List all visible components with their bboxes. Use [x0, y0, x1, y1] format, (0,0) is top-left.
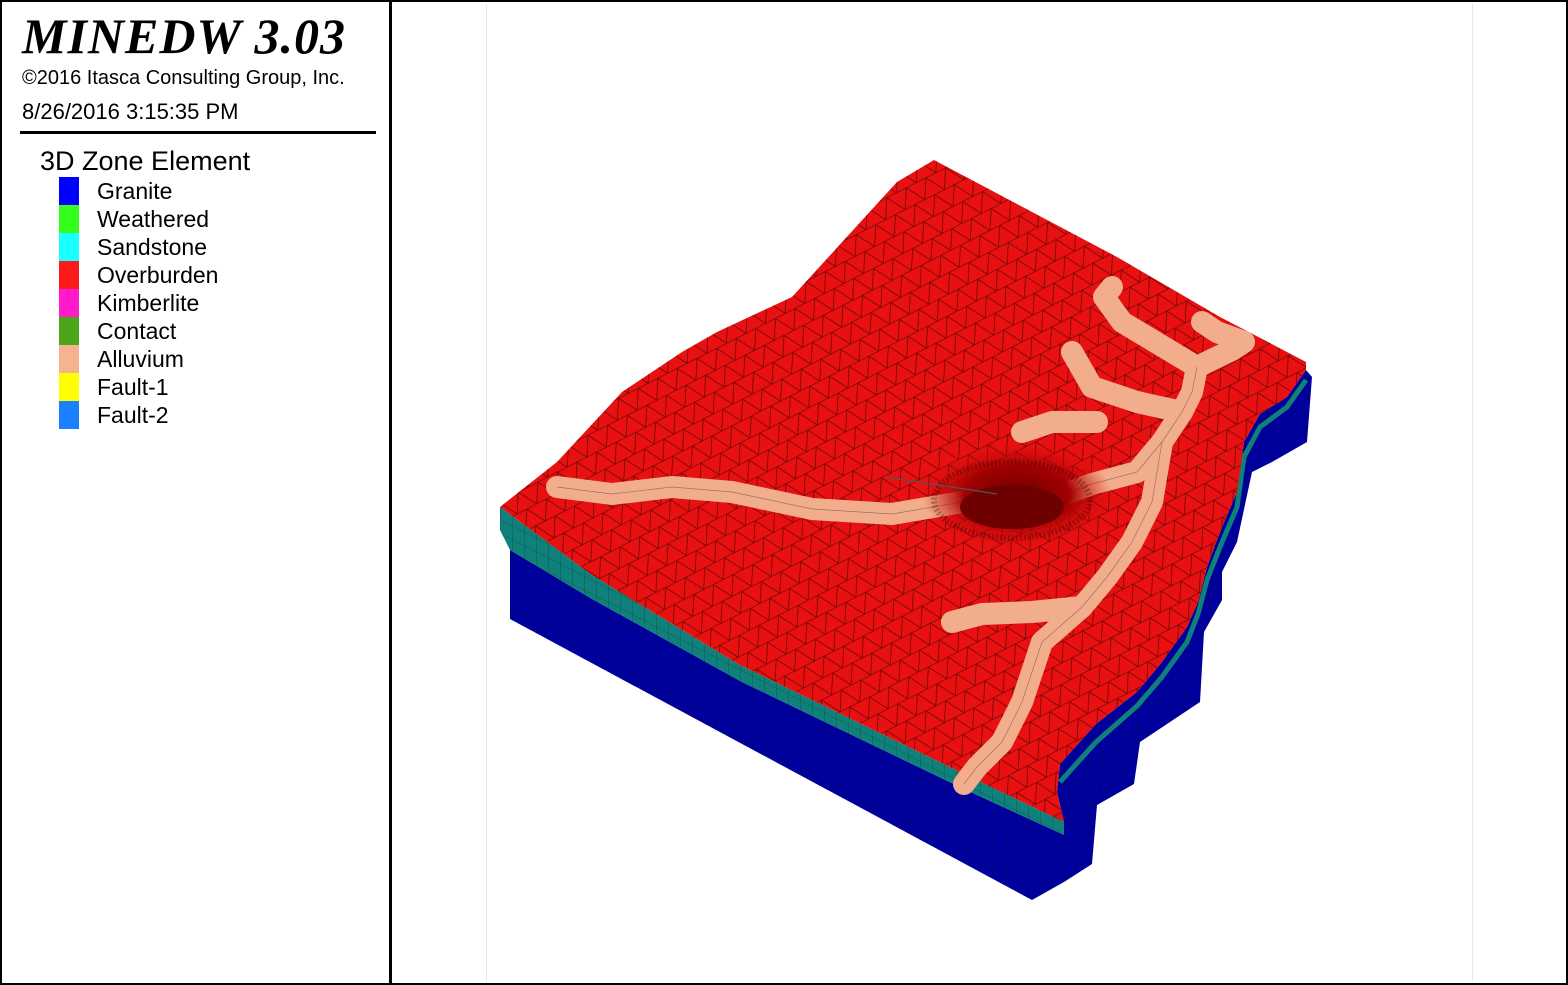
- legend-label: Weathered: [97, 206, 210, 232]
- pit-mesh-dense: [931, 459, 1093, 541]
- legend-swatch: [59, 289, 79, 317]
- alluvium-channel-mid: [1011, 411, 1108, 443]
- legend-swatch: [59, 345, 79, 373]
- alluvium-channel-ne-2: [1186, 311, 1255, 378]
- legend-swatch: [59, 233, 79, 261]
- alluvium-channel-ne-1: [1093, 276, 1208, 378]
- legend-swatch: [59, 317, 79, 345]
- pit-excavation: [960, 485, 1064, 529]
- legend-label: Kimberlite: [97, 290, 200, 316]
- sandstone-side-right: [1058, 378, 1309, 784]
- alluvium-channels: [546, 276, 1255, 795]
- legend-swatch: [59, 261, 79, 289]
- alluvium-channel-nw: [1061, 341, 1193, 423]
- 3d-viewport[interactable]: [392, 0, 1568, 985]
- copyright-text: ©2016 Itasca Consulting Group, Inc.: [22, 67, 345, 89]
- legend-title: 3D Zone Element: [40, 146, 251, 176]
- mesh-model-render[interactable]: [392, 2, 1564, 983]
- legend-label: Alluvium: [97, 346, 184, 372]
- alluvium-channel-sw: [941, 596, 1093, 633]
- pit-ramp: [884, 476, 998, 495]
- header-divider: [20, 131, 376, 134]
- viewport-guide-line: [486, 4, 487, 981]
- legend-label: Sandstone: [97, 234, 207, 260]
- legend-label: Overburden: [97, 262, 219, 288]
- legend-label: Fault-1: [97, 374, 169, 400]
- legend-swatch: [59, 177, 79, 205]
- timestamp: 8/26/2016 3:15:35 PM: [22, 99, 239, 124]
- legend-label: Fault-2: [97, 402, 169, 428]
- legend-swatch: [59, 373, 79, 401]
- legend-swatch: [59, 401, 79, 429]
- legend-panel: MINEDW 3.03 ©2016 Itasca Consulting Grou…: [0, 0, 392, 985]
- app-title: MINEDW 3.03: [22, 8, 347, 64]
- viewport-guide-line: [1472, 4, 1473, 981]
- legend-label: Contact: [97, 318, 177, 344]
- alluvium-channel-south: [953, 431, 1173, 795]
- legend-swatch: [59, 205, 79, 233]
- legend-label: Granite: [97, 178, 173, 204]
